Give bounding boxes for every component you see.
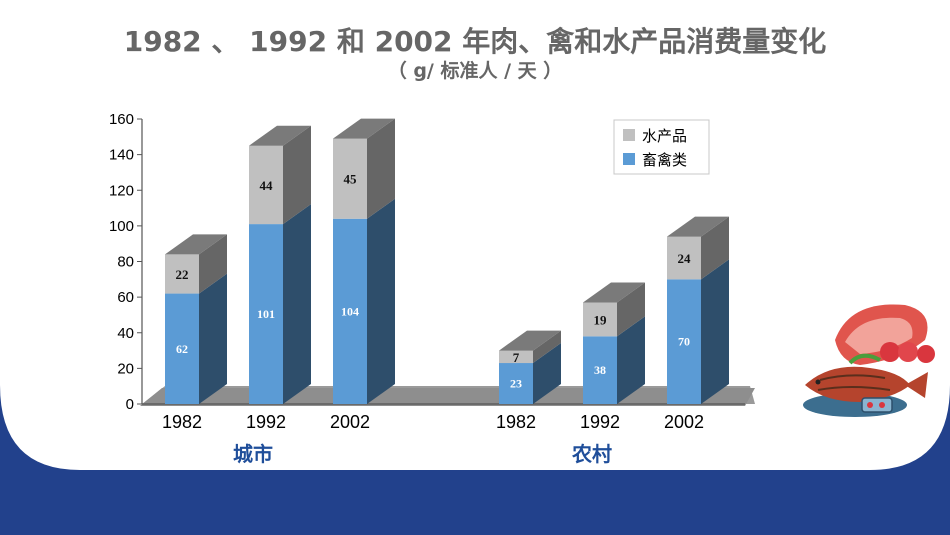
stacked-bar: 38 19 [583,282,645,404]
bar-side-aquatic [533,330,561,364]
bar-segment-aquatic [333,138,367,219]
bar-top-cap [165,234,227,255]
legend-swatch [623,153,635,165]
bar-segment-aquatic [249,145,283,225]
bar-side-aquatic [701,216,729,280]
bar-top-cap [499,330,561,351]
y-tick-label: 120 [109,182,134,199]
bar-segment-poultry [583,336,617,404]
stacked-bar: 104 45 [333,118,395,404]
y-tick-label: 60 [117,289,134,306]
bar-segment-aquatic [583,302,617,337]
y-tick-label: 40 [117,325,134,342]
x-tick-label: 1982 [162,412,202,432]
data-label-aquatic: 24 [678,251,692,266]
bar-top-cap [667,216,729,237]
bar-top-cap [333,118,395,139]
x-tick-label: 2002 [330,412,370,432]
bar-side-aquatic [367,118,395,219]
stacked-bar: 62 22 [165,234,227,404]
bar-side-poultry [533,343,561,404]
bar-segment-aquatic [165,254,199,294]
data-label-aquatic: 19 [594,312,608,327]
bar-side-poultry [367,198,395,404]
bar-segment-poultry [249,224,283,404]
data-label-poultry: 23 [510,377,522,391]
y-tick-label: 80 [117,254,134,271]
data-label-aquatic: 44 [260,178,274,193]
meat-fish-illustration-icon [803,304,935,417]
group-label: 农村 [571,442,612,466]
bar-segment-poultry [333,218,367,404]
bottom-band [0,385,950,535]
legend-label: 畜禽类 [642,151,687,169]
data-label-aquatic: 7 [513,350,520,365]
bar-side-aquatic [617,282,645,337]
data-label-poultry: 62 [176,342,188,356]
chart-floor-shade [140,388,755,406]
y-tick-label: 0 [126,396,134,413]
bar-side-aquatic [199,234,227,294]
data-label-poultry: 70 [678,335,690,349]
y-tick-label: 160 [109,111,134,128]
bar-side-poultry [701,259,729,404]
data-label-aquatic: 45 [344,172,358,187]
y-tick-label: 140 [109,147,134,164]
stacked-bar: 23 7 [499,330,561,404]
bar-segment-aquatic [667,236,701,280]
data-label-poultry: 101 [257,307,275,321]
bar-segment-poultry [667,279,701,404]
bar-top-cap [583,282,645,303]
bar-top-cap [249,125,311,146]
bar-segment-poultry [499,363,533,404]
bar-side-poultry [283,204,311,404]
bar-side-poultry [199,273,227,404]
group-label: 城市 [233,442,273,466]
page-subtitle: （ g/ 标准人 / 天 ） [387,60,563,82]
data-label-aquatic: 22 [176,267,189,282]
x-tick-label: 1992 [246,412,286,432]
data-label-poultry: 104 [341,304,359,318]
legend-swatch [623,129,635,141]
x-tick-label: 2002 [664,412,704,432]
y-tick-label: 20 [117,360,134,377]
page-title: 1982 、 1992 和 2002 年肉、禽和水产品消费量变化 [123,25,827,58]
bar-side-aquatic [283,125,311,225]
y-tick-label: 100 [109,218,134,235]
bar-segment-aquatic [499,350,533,364]
x-tick-label: 1992 [580,412,620,432]
bar-segment-poultry [165,293,199,404]
bar-side-poultry [617,316,645,404]
data-label-poultry: 38 [594,363,606,377]
legend-label: 水产品 [642,127,687,145]
x-tick-label: 1982 [496,412,536,432]
stacked-bar: 101 44 [249,125,311,404]
stacked-bar: 70 24 [667,216,729,404]
